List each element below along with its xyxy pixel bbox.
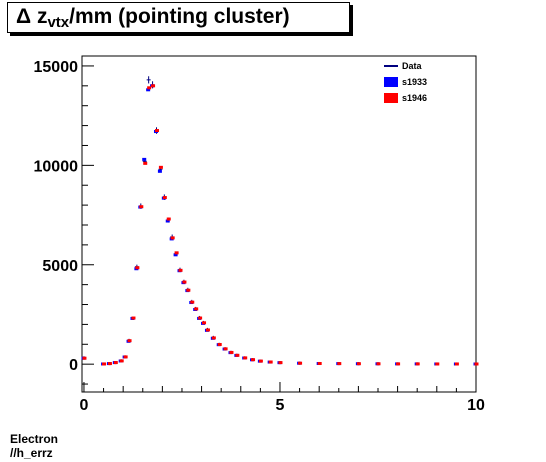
s1946-marker [123, 355, 128, 359]
s1946-marker [396, 362, 401, 366]
s1946-marker [190, 300, 195, 304]
s1933-marker [165, 219, 170, 223]
s1946-marker [278, 361, 283, 365]
footer-path: //h_errz [10, 446, 53, 460]
s1946-marker [151, 84, 156, 88]
s1946-marker [135, 266, 140, 270]
legend: Data s1933 s1946 [384, 61, 427, 103]
s1946-marker [235, 353, 240, 357]
s1933-marker [146, 88, 151, 92]
s1946-marker [205, 328, 210, 332]
legend-label-s1933: s1933 [402, 77, 427, 87]
footer-label: Electron [10, 432, 59, 446]
s1946-marker [211, 336, 216, 340]
legend-swatch-s1946 [384, 93, 398, 103]
s1946-marker [143, 161, 148, 165]
s1946-marker [147, 86, 152, 90]
s1946-marker [158, 165, 163, 169]
y-tick-label: 15000 [34, 59, 79, 76]
s1946-marker [170, 236, 175, 240]
y-tick-label: 10000 [34, 158, 79, 175]
y-tick-label: 0 [69, 357, 78, 374]
s1946-marker [82, 356, 87, 360]
s1946-marker [202, 321, 207, 325]
s1946-marker [154, 129, 159, 133]
s1946-marker [113, 361, 118, 365]
legend-swatch-s1933 [384, 77, 398, 87]
chart-title-box: Δ zvtx/mm (pointing cluster) [7, 2, 350, 33]
s1946-marker [415, 362, 420, 366]
plot-frame [81, 55, 477, 393]
s1946-marker [127, 339, 132, 343]
title-rest: /mm (pointing cluster) [69, 4, 290, 28]
s1946-marker [198, 316, 203, 320]
s1946-marker [107, 362, 112, 366]
s1946-marker [337, 362, 342, 366]
s1946-marker [356, 362, 361, 366]
title-delta: Δ [16, 4, 32, 28]
s1946-marker [258, 359, 263, 363]
s1946-marker [376, 362, 381, 366]
s1946-marker [243, 356, 248, 360]
s1946-marker [435, 362, 440, 366]
s1946-marker [298, 361, 303, 365]
s1946-marker [474, 362, 479, 366]
s1933-marker [157, 169, 162, 173]
x-tick-label: 0 [80, 397, 89, 414]
x-tick-label: 10 [467, 397, 485, 414]
s1946-marker [119, 359, 124, 363]
s1946-marker [102, 362, 107, 366]
s1946-marker [139, 205, 144, 209]
s1933-marker [142, 157, 147, 161]
s1946-marker [251, 358, 256, 362]
plot-border [81, 55, 477, 393]
s1946-marker [217, 342, 222, 346]
s1946-marker [268, 360, 273, 364]
s1946-marker [186, 288, 191, 292]
title-z: z [36, 4, 48, 28]
s1933-marker [173, 253, 178, 257]
title-subscript: vtx [47, 13, 70, 31]
s1946-marker [454, 362, 459, 366]
s1946-marker [182, 280, 187, 284]
s1946-marker [194, 307, 199, 311]
y-tick-label: 5000 [42, 258, 78, 275]
s1946-marker [174, 251, 179, 255]
s1946-marker [178, 268, 183, 272]
s1946-marker [162, 196, 167, 200]
s1946-marker [131, 316, 136, 320]
chart-title: Δ zvtx/mm (pointing cluster) [16, 5, 290, 31]
data-markers [81, 76, 479, 366]
s1946-marker [229, 350, 234, 354]
s1946-marker [317, 361, 322, 365]
legend-label-s1946: s1946 [402, 93, 427, 103]
x-tick-label: 5 [276, 397, 285, 414]
s1946-marker [166, 217, 171, 221]
legend-label-Data: Data [402, 61, 423, 71]
axes: 0 5 10 0 5000 10000 15000 [34, 59, 486, 414]
s1946-marker [223, 347, 228, 351]
